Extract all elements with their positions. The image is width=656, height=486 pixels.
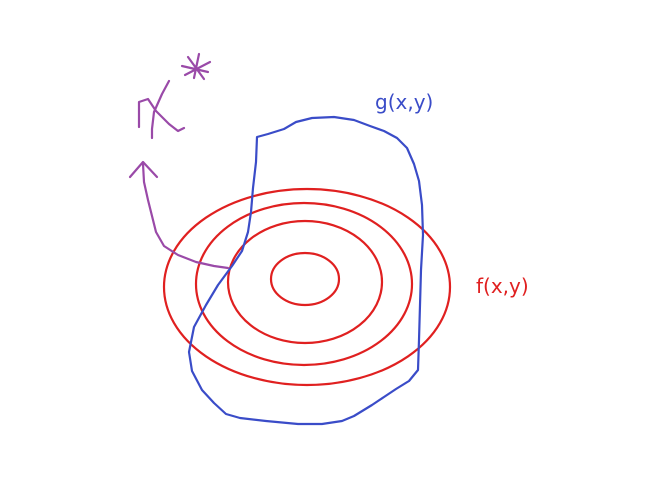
contour-outer [162,187,452,387]
objective-contours [162,187,452,387]
objective-label: f(x,y) [476,274,529,298]
arrow-head [128,160,159,179]
x-letter-mark [137,79,186,140]
constraint-curve [187,115,425,426]
contour-inner [269,251,341,307]
star-mark [180,52,212,81]
contour-3 [194,201,414,367]
constraint-label: g(x,y) [375,90,434,114]
optimum-annotation [128,52,230,270]
contour-2 [226,219,384,345]
arrow-curve [141,162,230,270]
